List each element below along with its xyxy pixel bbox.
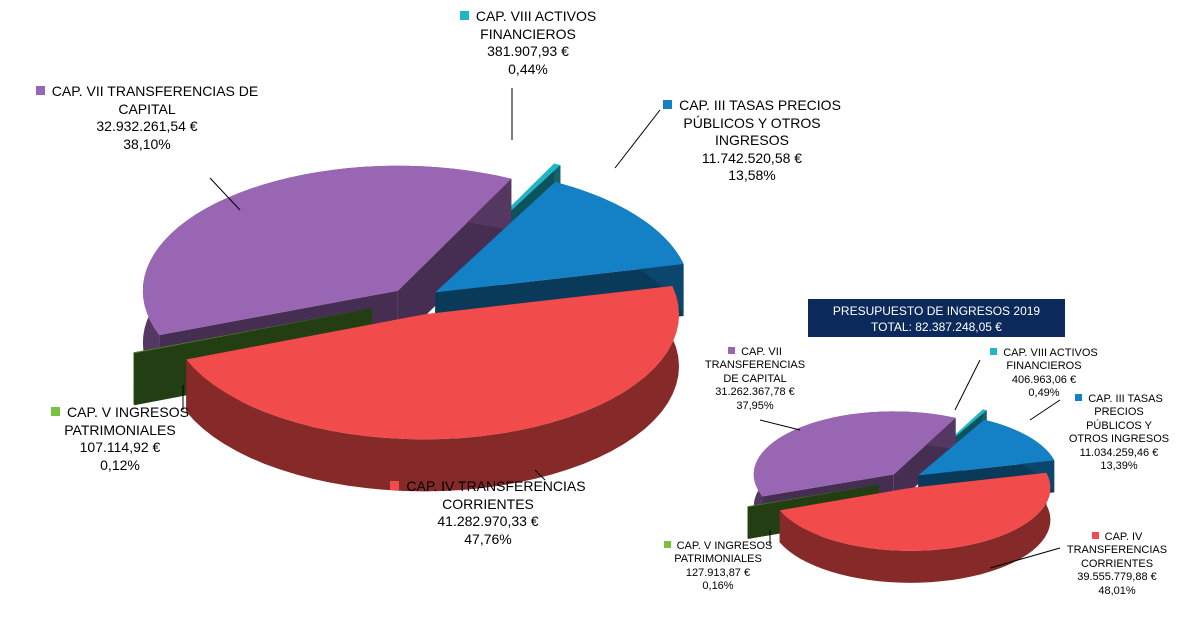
small-top-cap5 <box>747 484 879 507</box>
big-label-cap4: CAP. IV TRANSFERENCIAS CORRIENTES 41.282… <box>378 478 598 548</box>
small-leader-line-2 <box>759 419 801 431</box>
big-label-cap7: CAP. VII TRANSFERENCIAS DE CAPITAL 32.93… <box>22 83 272 153</box>
summary-title: PRESUPUESTO DE INGRESOS 2019 <box>832 304 1041 318</box>
legend-swatch-cap5-small <box>663 541 671 548</box>
legend-swatch-cap4 <box>390 481 400 490</box>
small-slice-cap4 <box>779 472 1051 583</box>
small-label-cap7: CAP. VII TRANSFERENCIAS DE CAPITAL 31.26… <box>704 346 806 412</box>
legend-swatch-cap5 <box>51 407 61 416</box>
small-label-cap8: CAP. VIII ACTIVOS FINANCIEROS 406.963,06… <box>984 347 1104 401</box>
summary-total: TOTAL: 82.387.248,05 € <box>871 319 1002 334</box>
big-pie <box>133 88 684 492</box>
big-top-cap4 <box>186 285 680 440</box>
big-label-cap8: CAP. VIII ACTIVOS FINANCIEROS 381.907,93… <box>448 8 608 78</box>
big-label-cap3: CAP. III TASAS PRECIOS PÚBLICOS Y OTROS … <box>652 97 852 185</box>
big-label-cap5: CAP. V INGRESOS PATRIMONIALES 107.114,92… <box>30 404 210 474</box>
small-label-cap5: CAP. V INGRESOS PATRIMONIALES 127.913,87… <box>658 540 778 594</box>
big-leader-line-1 <box>614 109 661 169</box>
legend-swatch-cap4-small <box>1091 532 1099 539</box>
big-top-cap5 <box>133 308 373 354</box>
small-label-cap3: CAP. III TASAS PRECIOS PÚBLICOS Y OTROS … <box>1068 393 1170 473</box>
small-label-cap4: CAP. IV TRANSFERENCIAS CORRIENTES 39.555… <box>1066 531 1168 597</box>
small-rim-cap4 <box>779 472 1051 583</box>
small-top-cap4 <box>779 472 1051 551</box>
legend-swatch-cap7-small <box>728 347 736 354</box>
legend-swatch-cap8 <box>459 11 469 20</box>
big-rim-cap4 <box>186 285 680 492</box>
big-top-cap3 <box>435 182 684 293</box>
big-slice-cap4 <box>186 285 680 492</box>
big-leader-line-4 <box>534 469 546 481</box>
budget-summary-box: PRESUPUESTO DE INGRESOS 2019 TOTAL: 82.3… <box>808 299 1065 337</box>
small-top-cap3 <box>918 419 1055 476</box>
small-leader-line-1 <box>1029 399 1061 421</box>
legend-swatch-cap3-small <box>1075 394 1083 401</box>
small-leader-line-0 <box>954 359 981 411</box>
legend-swatch-cap3 <box>663 100 673 109</box>
big-top-cap7 <box>142 165 512 336</box>
big-leader-line-2 <box>209 177 241 211</box>
small-top-cap7 <box>753 411 956 497</box>
small-leader-line-4 <box>989 547 1061 569</box>
legend-swatch-cap7 <box>35 86 45 95</box>
small-pie <box>747 359 1061 583</box>
big-rim-cap5 <box>133 352 135 406</box>
legend-swatch-cap8-small <box>990 348 998 355</box>
